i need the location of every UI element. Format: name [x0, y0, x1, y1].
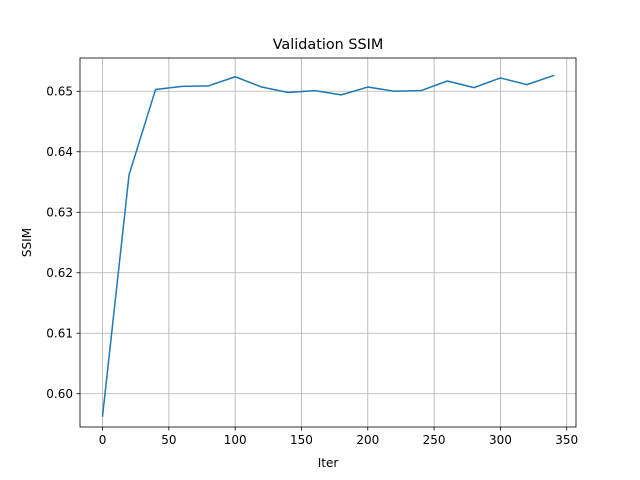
grid	[80, 58, 576, 427]
x-tick-label: 300	[489, 433, 512, 447]
series-layer	[101, 74, 555, 417]
x-axis: 0 50 100 150 200 250 300 350	[99, 427, 578, 447]
x-axis-label: Iter	[318, 456, 339, 470]
x-tick-label: 50	[161, 433, 176, 447]
y-tick-label: 0.64	[46, 145, 73, 159]
x-tick-label: 200	[356, 433, 379, 447]
series-line	[101, 74, 555, 417]
y-axis-label: SSIM	[20, 228, 34, 257]
y-tick-label: 0.63	[46, 206, 73, 220]
plot-frame	[79, 57, 577, 428]
chart-title: Validation SSIM	[273, 37, 384, 53]
y-tick-label: 0.62	[46, 266, 73, 280]
x-tick-label: 100	[224, 433, 247, 447]
y-tick-label: 0.60	[46, 387, 73, 401]
x-tick-label: 250	[423, 433, 446, 447]
x-tick-label: 150	[290, 433, 313, 447]
x-tick-label: 350	[555, 433, 578, 447]
x-tick-label: 0	[99, 433, 107, 447]
y-axis: 0.60 0.61 0.62 0.63 0.64 0.65	[46, 85, 80, 401]
y-tick-label: 0.65	[46, 85, 73, 99]
y-tick-label: 0.61	[46, 327, 73, 341]
